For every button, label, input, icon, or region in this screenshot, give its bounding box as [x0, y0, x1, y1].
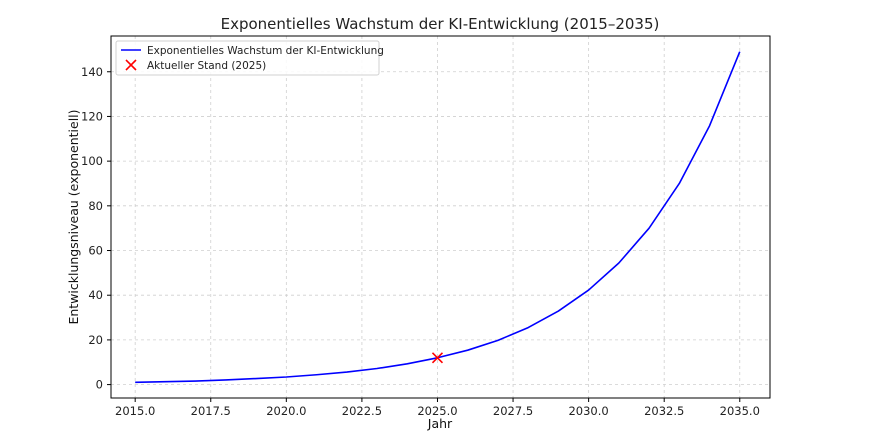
y-tick-label: 40	[88, 288, 103, 302]
x-tick-label: 2022.5	[342, 404, 382, 418]
legend-label-current: Aktueller Stand (2025)	[147, 60, 266, 72]
grid-lines	[111, 36, 770, 398]
x-tick-label: 2025.0	[417, 404, 457, 418]
legend: Exponentielles Wachstum der KI-Entwicklu…	[115, 40, 384, 76]
legend-marker-swatch	[125, 59, 137, 71]
x-tick-label: 2035.0	[720, 404, 760, 418]
x-axis-ticks: 2015.0 2017.5 2020.0 2022.5 2025.0 2027.5 2030…	[115, 398, 760, 418]
y-tick-label: 0	[96, 378, 103, 392]
y-tick-label: 120	[81, 109, 103, 123]
x-axis-label: Jahr	[427, 416, 453, 431]
y-tick-label: 60	[88, 244, 103, 258]
series-layer	[135, 51, 741, 384]
y-tick-label: 140	[81, 65, 103, 79]
x-tick-label: 2017.5	[191, 404, 231, 418]
y-tick-label: 80	[88, 199, 103, 213]
x-tick-label: 2032.5	[644, 404, 684, 418]
chart-title: Exponentielles Wachstum der KI-Entwicklu…	[221, 15, 660, 33]
current-state-marker	[431, 352, 444, 364]
x-tick-label: 2020.0	[266, 404, 306, 418]
x-tick-label: 2015.0	[115, 404, 155, 418]
plot-frame	[110, 35, 771, 399]
y-tick-label: 20	[88, 333, 103, 347]
y-axis-label: Entwicklungsniveau (exponentiell)	[66, 109, 81, 324]
x-tick-label: 2027.5	[493, 404, 533, 418]
legend-box	[115, 40, 380, 76]
x-tick-label: 2030.0	[568, 404, 608, 418]
y-tick-label: 100	[81, 154, 103, 168]
y-axis-ticks: 0 20 40 60 80 100 120 140	[81, 65, 111, 392]
legend-label-growth: Exponentielles Wachstum der KI-Entwicklu…	[147, 45, 384, 57]
